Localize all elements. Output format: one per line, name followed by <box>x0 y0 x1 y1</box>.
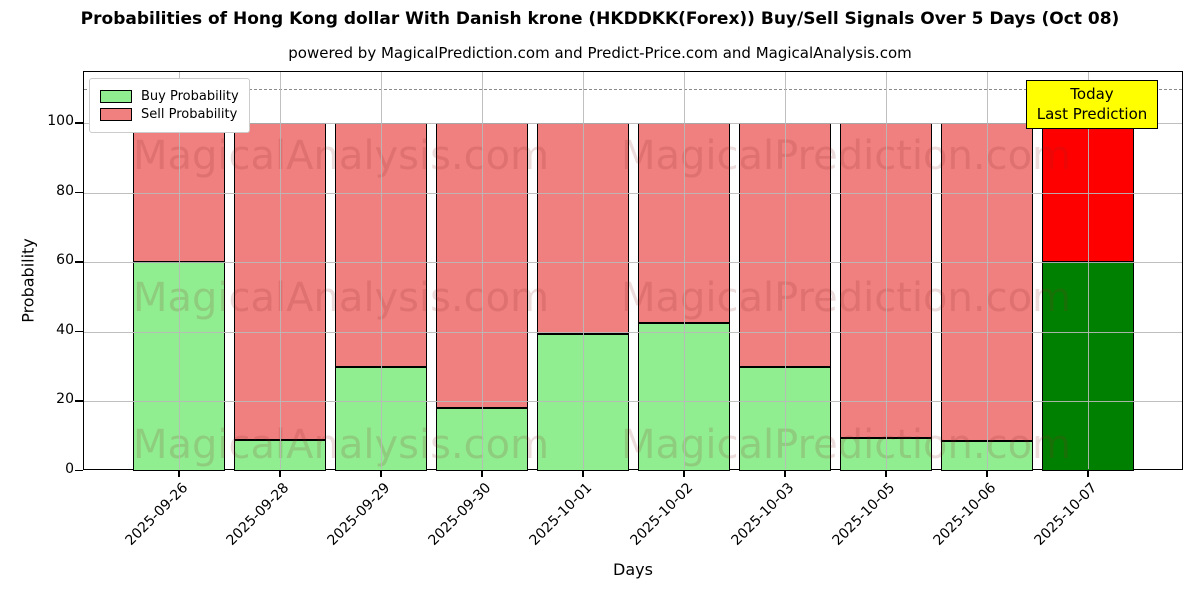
y-tick-label: 40 <box>56 321 74 338</box>
y-axis-label: Probability <box>18 238 38 323</box>
y-tick-mark <box>75 400 83 402</box>
watermark-text: MagicalPrediction.com <box>621 275 1071 321</box>
x-tick-mark <box>582 470 584 477</box>
legend-label-buy: Buy Probability <box>141 89 239 104</box>
x-tick-mark <box>481 470 483 477</box>
legend: Buy Probability Sell Probability <box>89 78 250 133</box>
dashed-reference-line <box>84 88 1182 90</box>
y-gridline <box>84 262 1182 264</box>
y-tick-mark <box>75 470 83 472</box>
y-tick-label: 20 <box>56 391 74 408</box>
y-tick-mark <box>75 261 83 263</box>
y-tick-label: 0 <box>65 461 74 477</box>
legend-item-sell: Sell Probability <box>100 107 239 122</box>
sell-color-swatch <box>100 108 132 121</box>
x-gridline <box>179 72 181 469</box>
y-tick-label: 80 <box>56 182 74 199</box>
x-gridline <box>886 72 888 469</box>
y-tick-mark <box>75 122 83 124</box>
x-gridline <box>583 72 585 469</box>
x-tick-mark <box>1087 470 1089 477</box>
chart-title: Probabilities of Hong Kong dollar With D… <box>80 9 1120 29</box>
x-tick-mark <box>784 470 786 477</box>
x-tick-mark <box>986 470 988 477</box>
y-tick-label: 60 <box>56 252 74 269</box>
today-annotation-line1: Today <box>1070 85 1114 103</box>
y-tick-mark <box>75 330 83 333</box>
buy-color-swatch <box>100 90 132 103</box>
plot-area: Buy Probability Sell Probability Today L… <box>83 71 1183 471</box>
today-annotation: Today Last Prediction <box>1026 80 1158 129</box>
watermark-text: MagicalAnalysis.com <box>132 422 550 468</box>
x-gridline <box>280 72 282 469</box>
today-annotation-line2: Last Prediction <box>1036 105 1148 124</box>
x-axis-label: Days <box>613 560 653 579</box>
x-gridline <box>482 72 484 469</box>
watermark-text: MagicalPrediction.com <box>621 133 1071 179</box>
x-gridline <box>1088 72 1090 469</box>
watermark-text: MagicalAnalysis.com <box>132 275 550 321</box>
x-tick-mark <box>279 470 281 477</box>
watermark-text: MagicalPrediction.com <box>621 422 1071 468</box>
x-tick-mark <box>380 470 382 477</box>
legend-label-sell: Sell Probability <box>141 107 238 122</box>
x-gridline <box>987 72 989 469</box>
watermark-text: MagicalAnalysis.com <box>132 133 550 179</box>
x-tick-mark <box>885 470 887 477</box>
x-gridline <box>684 72 686 469</box>
x-tick-mark <box>683 470 685 477</box>
y-gridline <box>84 123 1182 125</box>
y-gridline <box>84 401 1182 403</box>
x-gridline <box>381 72 383 469</box>
x-gridline <box>785 72 787 469</box>
legend-item-buy: Buy Probability <box>100 89 239 104</box>
y-tick-mark <box>75 191 83 194</box>
y-gridline <box>84 331 1182 333</box>
chart-subtitle: powered by MagicalPrediction.com and Pre… <box>288 44 912 62</box>
y-gridline <box>84 192 1182 194</box>
x-tick-label: 2025-09-26 <box>122 480 192 549</box>
x-tick-mark <box>178 470 180 477</box>
y-tick-label: 100 <box>47 113 74 130</box>
